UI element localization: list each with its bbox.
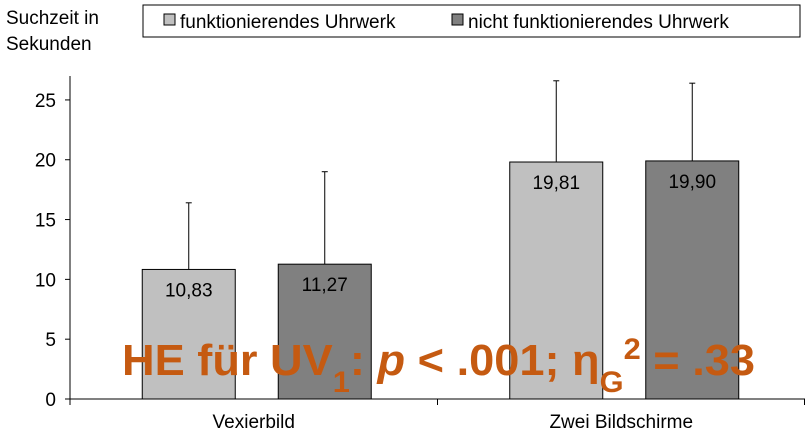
x-tick-label: Vexierbild — [213, 412, 295, 433]
bar — [645, 160, 740, 400]
bar — [509, 161, 604, 400]
y-axis-label: Suchzeit in — [6, 8, 99, 29]
y-tick-label: 15 — [35, 211, 56, 232]
legend-swatch — [451, 13, 464, 26]
annotation-part: G — [600, 366, 624, 399]
y-tick-label: 20 — [35, 151, 56, 172]
y-tick-label: 10 — [35, 270, 56, 291]
annotation-part: 2 — [624, 333, 641, 366]
legend-label: nicht funktionierendes Uhrwerk — [468, 12, 729, 33]
y-axis-label: Sekunden — [6, 34, 92, 55]
legend-box — [142, 4, 801, 38]
x-tick-label: Zwei Bildschirme — [549, 412, 693, 433]
annotation-part: = .33 — [641, 336, 755, 385]
annotation-part: : — [350, 336, 378, 385]
annotation-part: p — [376, 336, 405, 385]
annotation: HE für UV 1: p < .001; η G2 = .33 — [122, 333, 755, 399]
annotation-part: < .001; η — [405, 336, 600, 385]
y-tick-label: 25 — [35, 91, 56, 112]
value-label: 11,27 — [302, 275, 348, 296]
y-tick-label: 5 — [45, 330, 56, 351]
y-tick-label: 0 — [45, 390, 56, 411]
annotation-part: HE für UV — [122, 336, 333, 385]
legend-label: funktionierendes Uhrwerk — [180, 12, 396, 33]
value-label: 19,90 — [668, 172, 716, 193]
annotation-part: 1 — [333, 366, 350, 399]
bar — [141, 268, 236, 400]
value-label: 19,81 — [532, 173, 580, 194]
bar — [277, 263, 372, 400]
value-label: 10,83 — [165, 280, 213, 301]
legend-swatch — [163, 13, 176, 26]
